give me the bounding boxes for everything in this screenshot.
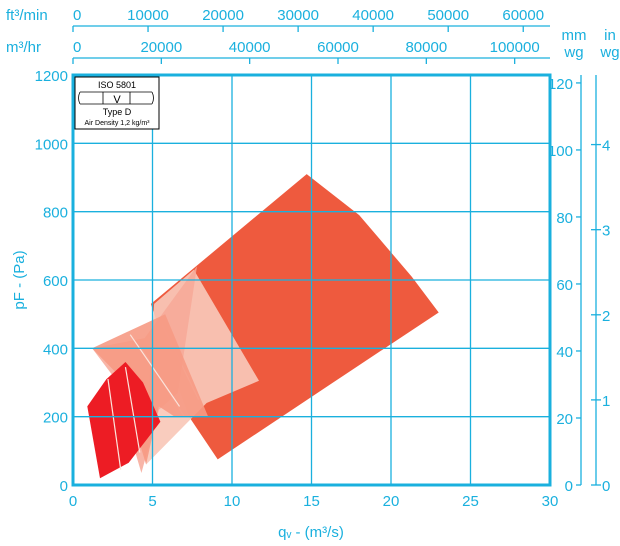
region-4 [92,314,209,465]
right-axis-tick-label: 100 [548,143,573,160]
legend-density: Air Density 1,2 kg/m³ [85,120,151,127]
right-axis-unit: mm wg [562,27,587,61]
right-axis-tick-label: 1 [602,393,610,410]
y-tick-label: 200 [43,410,68,427]
y-tick-label: 1200 [35,68,68,85]
legend-type: Type D [103,107,132,117]
x-tick-label: 10 [224,493,241,510]
top-axis-tick-label: 20000 [140,39,182,56]
right-axis-tick-label: 0 [602,478,610,495]
top-axis-tick-label: 40000 [229,39,271,56]
x-tick-label: 0 [69,493,77,510]
top-axis-tick-label: 80000 [405,39,447,56]
y-tick-label: 1000 [35,136,68,153]
top-axis-tick-label: 20000 [202,7,244,24]
grid [73,75,550,485]
top-axis-unit: ft³/min [6,7,48,24]
x-tick-label: 20 [383,493,400,510]
plot-frame [71,73,552,487]
region-5-divider-1 [107,378,122,470]
right-axis-tick-label: 2 [602,308,610,325]
top-axis-unit: m³/hr [6,39,41,56]
x-tick-label: 25 [462,493,479,510]
x-axis-label: qᵥ - (m³/s) [278,524,344,541]
top-axis-tick-label: 0 [73,7,81,24]
top-axis-tick-label: 0 [73,39,81,56]
top-axis-tick-label: 30000 [277,7,319,24]
x-tick-label: 15 [303,493,320,510]
y-tick-label: 600 [43,273,68,290]
top-axis-tick-label: 60000 [502,7,544,24]
x-tick-label: 30 [542,493,559,510]
top-axis-tick-label: 10000 [127,7,169,24]
right-axis-tick-label: 0 [565,478,573,495]
region-4-divider-1 [129,334,181,407]
right-axis-tick-label: 4 [602,138,610,155]
top-axis-tick-label: 60000 [317,39,359,56]
right-axis-unit: in wg [599,27,619,61]
y-tick-label: 0 [60,478,68,495]
right-axis-tick-label: 80 [556,210,573,227]
right-axis-tick-label: 60 [556,277,573,294]
legend-standard: ISO 5801 [98,80,136,90]
performance-regions [87,174,439,479]
right-axis-tick-label: 120 [548,76,573,93]
y-tick-label: 400 [43,341,68,358]
x-tick-label: 5 [148,493,156,510]
top-axis-tick-label: 40000 [352,7,394,24]
y-axis-label: pF - (Pa) [11,250,28,309]
top-axis-tick-label: 50000 [427,7,469,24]
region-5-divider-2 [124,367,141,453]
legend-box: ISO 5801 V Type D Air Density 1,2 kg/m³ [74,76,160,130]
legend-roman: V [113,94,121,106]
region-5 [87,362,161,479]
right-axis-tick-label: 3 [602,223,610,240]
right-axis-tick-label: 20 [556,411,573,428]
right-axis-tick-label: 40 [556,344,573,361]
top-axis-tick-label: 100000 [490,39,540,56]
y-tick-label: 800 [43,205,68,222]
